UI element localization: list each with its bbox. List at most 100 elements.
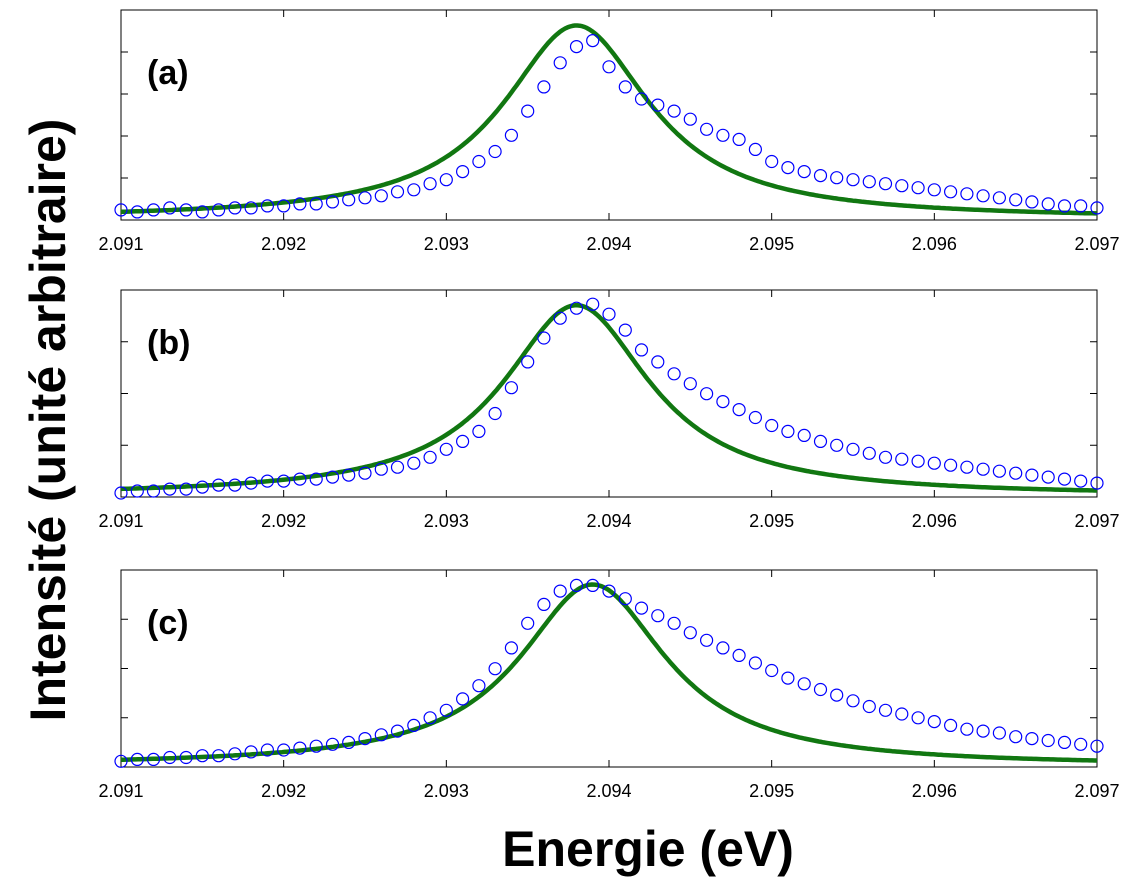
data-point: [504, 641, 518, 655]
x-tick-label: 2.094: [586, 781, 631, 801]
data-point: [439, 703, 453, 717]
data-point: [1041, 733, 1055, 748]
data-point: [423, 450, 437, 464]
data-point: [1057, 735, 1072, 750]
data-point: [228, 478, 242, 492]
data-point: [699, 387, 714, 401]
data-point: [830, 688, 844, 702]
x-tick-label: 2.091: [98, 234, 143, 254]
data-point: [765, 663, 779, 678]
data-point: [325, 737, 340, 751]
data-point: [358, 466, 372, 480]
data-point: [586, 33, 600, 48]
data-point: [569, 578, 584, 593]
data-point: [846, 173, 860, 187]
data-point: [586, 578, 600, 593]
data-point: [748, 142, 763, 156]
data-point: [781, 161, 795, 175]
data-point: [1074, 474, 1088, 488]
data-point: [634, 92, 649, 106]
data-point: [862, 699, 876, 714]
data-point: [1074, 199, 1088, 213]
data-point: [895, 707, 909, 721]
data-point: [699, 633, 714, 647]
fit-curve: [120, 23, 1097, 216]
data-point: [358, 191, 372, 205]
data-point: [943, 458, 958, 472]
data-point: [1025, 195, 1039, 209]
data-point: [293, 472, 307, 486]
data-point: [618, 80, 632, 94]
data-point: [277, 743, 291, 757]
x-tick-label: 2.094: [586, 511, 631, 531]
data-point: [163, 482, 177, 496]
x-tick-label: 2.091: [98, 781, 143, 801]
data-point: [309, 739, 323, 753]
data-point: [878, 450, 893, 464]
plot-frame: [120, 9, 1098, 221]
data-point: [683, 377, 697, 391]
data-point: [634, 343, 649, 357]
data-point: [537, 80, 551, 94]
x-tick-label: 2.093: [424, 234, 469, 254]
data-point: [146, 484, 161, 498]
data-point: [374, 462, 388, 476]
data-point: [130, 752, 144, 767]
data-point: [797, 677, 811, 691]
data-point: [358, 731, 372, 746]
data-point: [927, 456, 941, 470]
data-point: [179, 482, 193, 496]
data-point: [992, 464, 1007, 478]
data-point: [911, 711, 925, 725]
data-point: [732, 132, 746, 146]
y-axis-label: Intensité (unité arbitraire): [20, 118, 76, 722]
data-point: [732, 648, 746, 663]
data-point: [667, 104, 681, 118]
panel-label-b: (b): [147, 324, 190, 362]
data-point: [521, 616, 535, 630]
data-point: [943, 718, 958, 733]
data-point: [1041, 470, 1055, 484]
x-tick-label: 2.092: [261, 511, 306, 531]
data-point: [927, 183, 941, 197]
data-point: [976, 724, 990, 738]
data-point: [878, 703, 893, 717]
data-point: [553, 56, 567, 70]
data-point: [732, 403, 746, 417]
data-point: [212, 749, 226, 763]
data-point: [244, 745, 258, 759]
data-point: [260, 743, 274, 757]
data-point: [439, 442, 453, 456]
data-point: [195, 749, 209, 763]
data-point: [813, 434, 828, 448]
data-point: [244, 201, 258, 215]
data-point: [634, 601, 649, 615]
data-point: [602, 60, 616, 74]
x-tick-label: 2.095: [749, 781, 794, 801]
data-point: [407, 718, 421, 733]
data-point: [683, 112, 697, 126]
data-point: [569, 301, 584, 315]
data-point: [960, 187, 974, 201]
data-point: [374, 728, 388, 742]
data-point: [651, 98, 665, 112]
data-point: [130, 484, 144, 498]
data-point: [163, 750, 177, 765]
data-point: [521, 104, 535, 118]
data-point: [976, 462, 990, 476]
data-point: [423, 711, 437, 725]
data-point: [830, 171, 844, 185]
data-point: [195, 205, 209, 219]
data-point: [895, 452, 909, 466]
data-point: [911, 454, 925, 468]
data-point: [618, 323, 632, 337]
data-point: [277, 474, 291, 488]
plot-frame: [120, 569, 1098, 768]
data-point: [390, 724, 405, 738]
data-point: [748, 410, 763, 425]
data-point: [1009, 466, 1023, 480]
data-point: [488, 662, 502, 676]
data-point: [781, 424, 795, 438]
data-point: [195, 480, 209, 494]
data-point: [960, 460, 974, 474]
